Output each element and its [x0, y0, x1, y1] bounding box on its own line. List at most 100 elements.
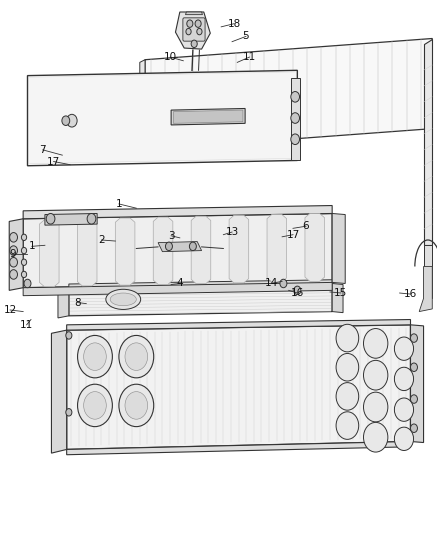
Polygon shape	[67, 441, 410, 455]
Circle shape	[364, 422, 388, 452]
Text: 2: 2	[98, 235, 105, 245]
Polygon shape	[332, 284, 343, 313]
Circle shape	[336, 412, 359, 439]
Text: 10: 10	[164, 52, 177, 62]
Circle shape	[87, 214, 96, 224]
Text: 4: 4	[177, 278, 183, 288]
Polygon shape	[158, 241, 201, 252]
Text: 9: 9	[9, 249, 16, 259]
Circle shape	[78, 335, 113, 378]
Polygon shape	[69, 284, 332, 316]
Text: 1: 1	[116, 199, 122, 209]
Ellipse shape	[110, 293, 136, 306]
Polygon shape	[145, 38, 432, 150]
Polygon shape	[185, 12, 202, 14]
Ellipse shape	[106, 289, 141, 310]
Polygon shape	[291, 78, 300, 160]
Circle shape	[291, 134, 300, 144]
Circle shape	[24, 279, 31, 288]
Text: 3: 3	[168, 231, 174, 241]
Circle shape	[10, 246, 18, 255]
Circle shape	[187, 20, 193, 27]
Circle shape	[189, 242, 196, 251]
Polygon shape	[140, 60, 145, 152]
Circle shape	[66, 409, 72, 416]
Circle shape	[66, 332, 72, 339]
Text: 14: 14	[265, 278, 278, 288]
Polygon shape	[23, 206, 332, 219]
Polygon shape	[153, 217, 173, 285]
Polygon shape	[171, 109, 245, 125]
Polygon shape	[229, 215, 249, 283]
Circle shape	[21, 247, 27, 254]
Text: 1: 1	[28, 241, 35, 252]
Polygon shape	[39, 220, 59, 287]
Text: 17: 17	[47, 157, 60, 166]
Polygon shape	[410, 325, 424, 442]
Circle shape	[84, 343, 106, 370]
Circle shape	[364, 328, 388, 358]
Circle shape	[21, 259, 27, 265]
Circle shape	[410, 334, 417, 342]
Polygon shape	[28, 70, 297, 166]
Circle shape	[394, 427, 413, 450]
Polygon shape	[424, 38, 432, 245]
Circle shape	[21, 271, 27, 278]
Polygon shape	[305, 214, 325, 281]
Polygon shape	[67, 319, 410, 330]
Polygon shape	[332, 214, 345, 284]
Polygon shape	[58, 288, 69, 318]
Polygon shape	[424, 245, 432, 298]
Polygon shape	[23, 214, 332, 288]
Circle shape	[21, 234, 27, 240]
Circle shape	[364, 392, 388, 422]
Circle shape	[197, 28, 202, 35]
Polygon shape	[9, 219, 23, 290]
Text: 6: 6	[303, 221, 309, 231]
Circle shape	[46, 214, 55, 224]
Polygon shape	[191, 216, 211, 284]
Circle shape	[84, 392, 106, 419]
Circle shape	[191, 40, 197, 47]
Polygon shape	[173, 110, 243, 123]
Circle shape	[410, 395, 417, 403]
Circle shape	[280, 279, 287, 288]
Circle shape	[336, 324, 359, 352]
Circle shape	[336, 353, 359, 381]
Circle shape	[119, 384, 154, 426]
Circle shape	[186, 28, 191, 35]
Circle shape	[394, 398, 413, 421]
Polygon shape	[67, 325, 410, 449]
Circle shape	[10, 270, 18, 279]
Polygon shape	[69, 280, 332, 288]
Circle shape	[62, 116, 70, 125]
Text: 18: 18	[228, 19, 241, 29]
Circle shape	[166, 242, 173, 251]
Circle shape	[125, 343, 148, 370]
Circle shape	[394, 337, 413, 360]
Text: 16: 16	[291, 288, 304, 298]
Circle shape	[195, 20, 201, 27]
Text: 12: 12	[4, 305, 17, 315]
Polygon shape	[45, 214, 97, 225]
Circle shape	[336, 383, 359, 410]
Circle shape	[10, 257, 18, 267]
Text: 13: 13	[226, 227, 239, 237]
Circle shape	[119, 335, 154, 378]
Circle shape	[294, 286, 301, 295]
FancyBboxPatch shape	[183, 18, 205, 41]
Circle shape	[78, 384, 113, 426]
Polygon shape	[23, 282, 332, 296]
Text: 16: 16	[404, 289, 417, 299]
Text: 15: 15	[334, 288, 347, 298]
Text: 17: 17	[286, 230, 300, 240]
Circle shape	[125, 392, 148, 419]
Text: 11: 11	[20, 320, 33, 330]
Circle shape	[364, 360, 388, 390]
Text: 5: 5	[243, 31, 249, 42]
Text: 8: 8	[74, 297, 81, 308]
Polygon shape	[419, 266, 432, 312]
Polygon shape	[78, 219, 97, 286]
Circle shape	[291, 113, 300, 123]
Text: 11: 11	[243, 52, 256, 62]
